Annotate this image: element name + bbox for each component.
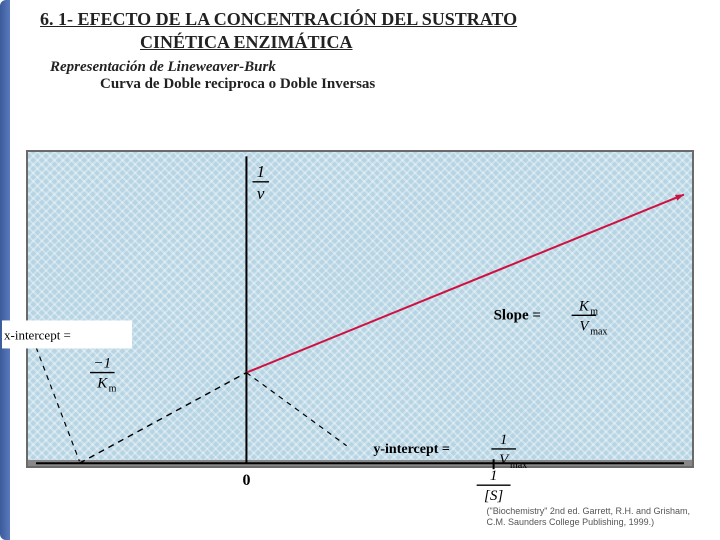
x-tick-one-over-S: 1 [S] (477, 468, 511, 504)
svg-text:V: V (499, 452, 510, 468)
svg-text:[S]: [S] (484, 488, 503, 504)
title-line-2: CINÉTICA ENZIMÁTICA (140, 32, 353, 52)
page-accent-border (0, 0, 10, 540)
x-intercept-prefix: x-intercept = (4, 327, 71, 342)
slope-fraction: KmVmax (572, 298, 608, 337)
svg-text:m: m (590, 306, 598, 317)
slope-prefix: Slope = (494, 307, 541, 323)
svg-text:v: v (257, 184, 265, 203)
subtitle-2: Curva de Doble reciproca o Doble Inversa… (100, 76, 700, 93)
svg-text:1: 1 (490, 468, 498, 484)
plot-svg: 1vx-intercept =−1Kmy-intercept =1VmaxSlo… (26, 116, 694, 526)
svg-text:1: 1 (500, 432, 508, 448)
x-intercept-fraction: −1 Km (90, 356, 117, 395)
svg-text:max: max (590, 326, 607, 337)
y-axis-label: 1v (252, 162, 269, 203)
x-tick-zero: 0 (242, 472, 250, 489)
citation-line-2: C.M. Saunders College Publishing, 1999.) (487, 517, 655, 527)
title-line-1: 6. 1- EFECTO DE LA CONCENTRACIÓN DEL SUS… (40, 9, 517, 29)
y-intercept-prefix: y-intercept = (373, 442, 450, 457)
svg-text:V: V (579, 318, 590, 334)
y-intercept-fraction: 1 Vmax (491, 432, 527, 471)
header: 6. 1- EFECTO DE LA CONCENTRACIÓN DEL SUS… (0, 0, 720, 97)
svg-text:max: max (510, 460, 527, 471)
svg-text:K: K (578, 298, 590, 314)
svg-text:K: K (96, 376, 108, 392)
svg-text:m: m (109, 384, 117, 395)
svg-text:1: 1 (256, 162, 265, 181)
citation: ("Biochemistry" 2nd ed. Garrett, R.H. an… (487, 506, 690, 528)
lineweaver-burk-plot: 1vx-intercept =−1Kmy-intercept =1VmaxSlo… (26, 116, 694, 526)
svg-text:−1: −1 (93, 356, 111, 372)
page-title: 6. 1- EFECTO DE LA CONCENTRACIÓN DEL SUS… (40, 8, 700, 55)
subtitle-1: Representación de Lineweaver-Burk (50, 59, 700, 76)
citation-line-1: ("Biochemistry" 2nd ed. Garrett, R.H. an… (487, 506, 690, 516)
